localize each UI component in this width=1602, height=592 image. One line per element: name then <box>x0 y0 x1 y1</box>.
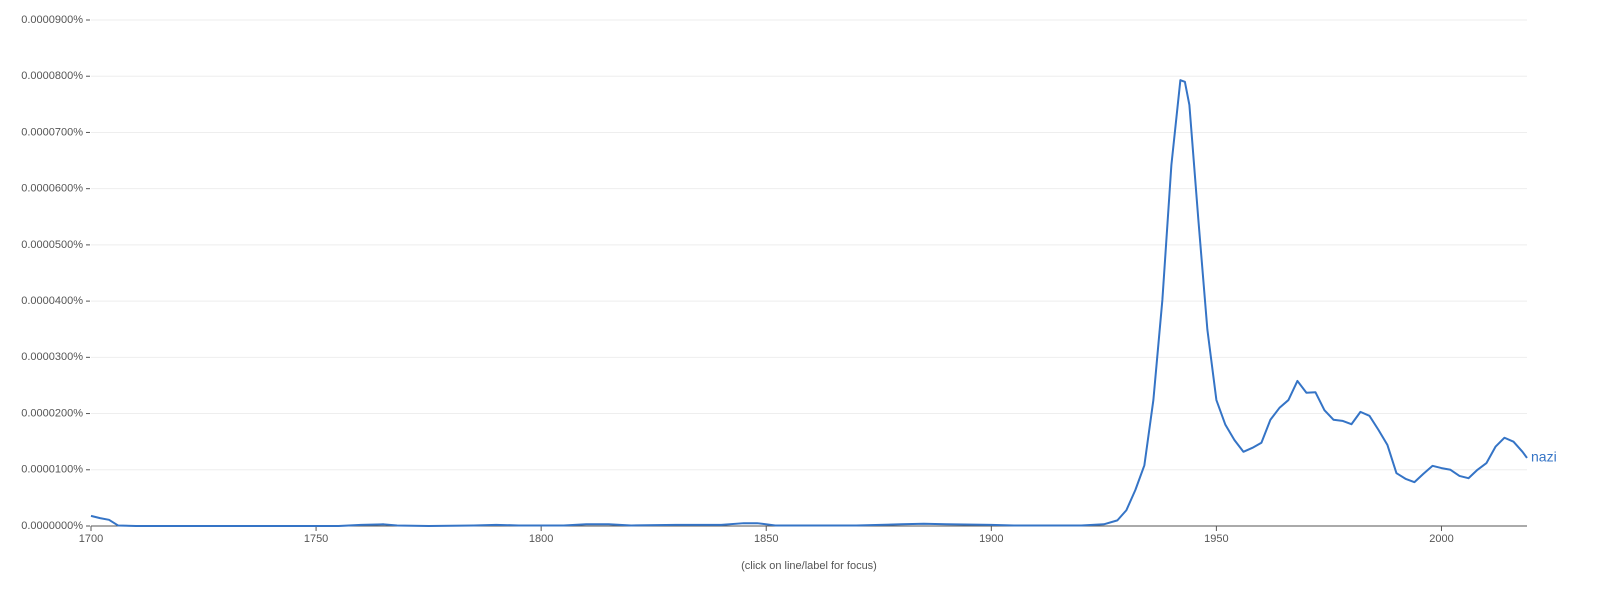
x-tick-label: 2000 <box>1429 533 1453 545</box>
y-tick-label: 0.0000600% <box>21 183 83 195</box>
y-tick-label: 0.0000000% <box>21 520 83 532</box>
series-label: nazi <box>1531 449 1557 465</box>
footer-note: (click on line/label for focus) <box>741 560 877 572</box>
y-tick-label: 0.0000900% <box>21 14 83 26</box>
x-tick-label: 1700 <box>79 533 103 545</box>
x-tick-label: 1800 <box>529 533 553 545</box>
y-tick-label: 0.0000700% <box>21 126 83 138</box>
x-tick-label: 1900 <box>979 533 1003 545</box>
series-line <box>90 79 1528 527</box>
x-tick-label: 1750 <box>304 533 328 545</box>
y-tick-label: 0.0000800% <box>21 70 83 82</box>
y-tick-label: 0.0000500% <box>21 239 83 251</box>
y-tick-label: 0.0000200% <box>21 407 83 419</box>
y-tick-label: 0.0000100% <box>21 464 83 476</box>
y-tick-label: 0.0000300% <box>21 351 83 363</box>
x-tick-label: 1850 <box>754 533 778 545</box>
x-tick-label: 1950 <box>1204 533 1228 545</box>
y-tick-label: 0.0000400% <box>21 295 83 307</box>
